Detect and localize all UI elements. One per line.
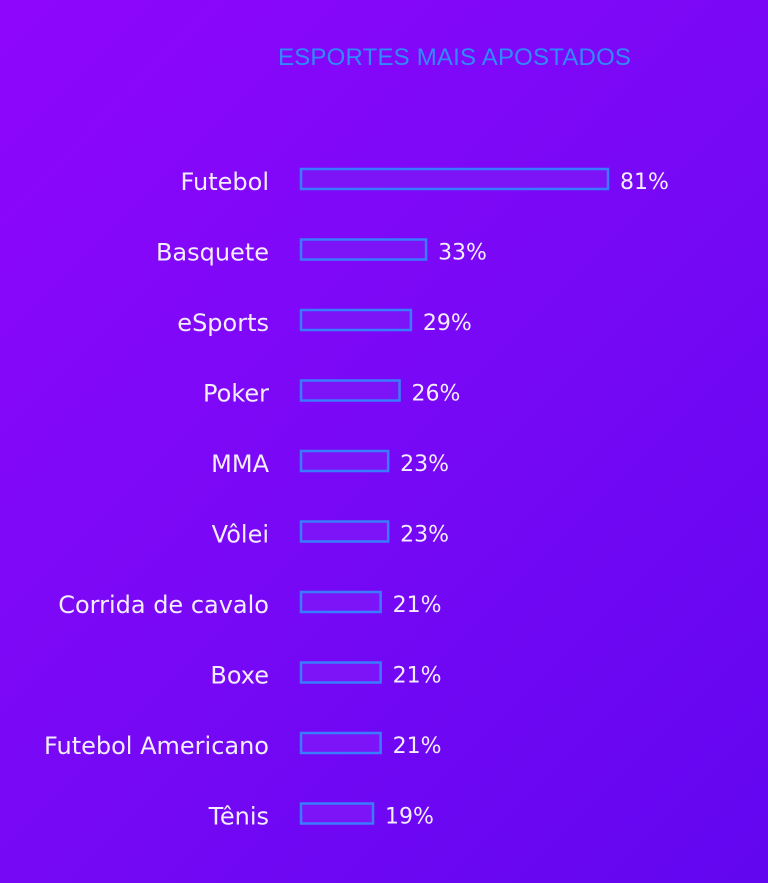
bar (299, 802, 375, 825)
category-label: Basquete (156, 239, 269, 267)
category-label: eSports (177, 309, 269, 337)
bar (299, 167, 610, 191)
value-label: 23% (400, 452, 449, 477)
bar (299, 731, 382, 755)
category-label: Poker (203, 380, 269, 408)
bar (299, 661, 382, 684)
value-label: 19% (385, 805, 434, 830)
bar (299, 308, 413, 332)
category-label: MMA (211, 450, 269, 478)
chart-title: ESPORTES MAIS APOSTADOS (278, 44, 632, 71)
category-label: Corrida de cavalo (58, 591, 269, 619)
bar (299, 449, 390, 473)
category-label: Vôlei (212, 521, 269, 549)
value-label: 23% (400, 523, 449, 548)
value-label: 21% (393, 664, 442, 689)
value-label: 26% (412, 382, 461, 407)
category-label: Futebol (181, 168, 269, 196)
bar (299, 590, 382, 614)
category-label: Futebol Americano (44, 732, 269, 760)
value-label: 81% (620, 170, 669, 195)
category-label: Tênis (208, 803, 269, 831)
value-label: 33% (438, 241, 487, 266)
bar (299, 238, 428, 261)
bars-group: Futebol 81% Basquete 33% eSports 29% Poker 26% M… (44, 167, 669, 831)
bar (299, 520, 390, 543)
value-label: 21% (393, 734, 442, 759)
value-label: 29% (423, 311, 472, 336)
category-label: Boxe (210, 662, 269, 690)
value-label: 21% (393, 593, 442, 618)
bar (299, 379, 401, 402)
